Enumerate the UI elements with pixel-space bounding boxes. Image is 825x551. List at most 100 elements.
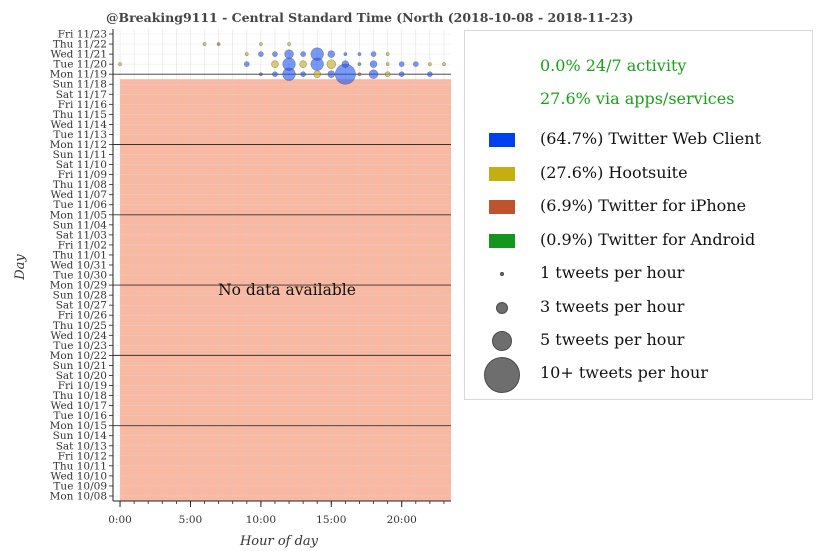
data-point (299, 60, 307, 68)
y-tick-label: Mon 10/08 (50, 490, 107, 502)
y-tick-label: Mon 10/29 (50, 280, 107, 292)
data-point (326, 59, 336, 69)
y-tick-label: Tue 10/16 (53, 410, 107, 422)
y-tick-label: Mon 11/19 (50, 69, 107, 81)
data-point (272, 71, 278, 77)
data-point (357, 62, 362, 66)
x-tick-label: 15:00 (316, 514, 346, 526)
size-dot-3 (496, 302, 508, 314)
data-point (385, 52, 390, 56)
no-data-label: No data available (218, 281, 356, 299)
y-tick-label: Fri 10/26 (58, 310, 108, 322)
data-point (310, 47, 324, 61)
chart-title: @Breaking9111 - Central Standard Time (N… (106, 10, 633, 25)
data-point (272, 51, 278, 57)
legend-size-10: 10+ tweets per hour (540, 363, 708, 382)
y-tick-label: Wed 10/10 (51, 470, 107, 482)
legend-label-twitter-for-android: (0.9%) Twitter for Android (540, 230, 756, 249)
y-tick-label: Thu 11/15 (53, 109, 107, 121)
y-tick-label: Mon 10/15 (50, 420, 107, 432)
data-point (368, 69, 379, 79)
data-point (428, 62, 432, 66)
data-point (202, 42, 207, 46)
y-tick-label: Thu 11/22 (53, 39, 107, 51)
legend-swatch-hootsuite (489, 167, 515, 181)
data-point (398, 71, 405, 77)
size-dot-5 (492, 331, 512, 351)
data-point (300, 71, 306, 77)
data-point (369, 60, 378, 68)
y-tick-label: Thu 10/18 (53, 390, 107, 402)
no-data-region (120, 79, 452, 501)
y-tick-label: Sun 11/11 (53, 149, 107, 161)
y-tick-label: Sun 10/21 (53, 360, 107, 372)
data-point (244, 52, 249, 56)
x-tick-label: 20:00 (387, 514, 417, 526)
legend-size-1: 1 tweets per hour (540, 263, 685, 282)
data-point (258, 51, 264, 57)
y-tick-label: Fri 11/23 (58, 29, 107, 41)
data-point (398, 61, 405, 67)
data-point (216, 42, 221, 46)
y-tick-label: Wed 11/21 (51, 49, 107, 61)
size-dot-10 (484, 357, 520, 393)
y-tick-label: Tue 11/20 (53, 59, 107, 71)
data-point (341, 60, 350, 68)
y-tick-label: Sun 10/14 (53, 430, 108, 442)
size-dot-1 (500, 272, 504, 276)
data-point (284, 49, 294, 59)
y-tick-label: Fri 11/09 (58, 169, 107, 181)
legend-size-3: 3 tweets per hour (540, 297, 685, 316)
y-tick-label: Wed 11/07 (51, 189, 107, 201)
legend-swatch-twitter-for-android (489, 234, 515, 248)
x-tick-label: 0:00 (108, 514, 132, 526)
y-tick-label: Sat 10/13 (56, 440, 107, 452)
data-point (259, 72, 263, 77)
y-tick-label: Sat 10/20 (56, 370, 107, 382)
data-point (118, 62, 122, 66)
data-point (300, 51, 306, 57)
y-tick-label: Mon 11/12 (50, 139, 107, 151)
legend-label-twitter-web-client: (64.7%) Twitter Web Client (540, 129, 761, 148)
y-tick-label: Sun 11/18 (53, 79, 107, 91)
apps-summary: 27.6% via apps/services (540, 89, 735, 108)
y-tick-label: Sat 10/27 (56, 300, 107, 312)
y-axis-title: Day (13, 254, 28, 281)
legend: 0.0% 24/7 activity 27.6% via apps/servic… (464, 30, 813, 400)
y-tick-label: Thu 10/25 (53, 320, 107, 332)
data-point (357, 52, 362, 56)
data-point (287, 42, 291, 46)
data-point (357, 72, 362, 77)
y-tick-label: Tue 11/13 (53, 129, 107, 141)
y-tick-label: Sat 11/03 (56, 229, 107, 241)
data-point (259, 42, 263, 46)
y-tick-label: Wed 10/17 (51, 400, 107, 412)
y-tick-label: Sat 11/17 (56, 89, 107, 101)
y-tick-label: Wed 11/14 (51, 119, 108, 131)
data-point (412, 61, 419, 67)
y-tick-label: Fri 11/02 (58, 239, 107, 251)
legend-label-twitter-for-iphone: (6.9%) Twitter for iPhone (540, 196, 747, 215)
y-tick-label: Thu 10/11 (53, 460, 107, 472)
data-point (327, 70, 336, 78)
y-tick-label: Tue 11/06 (53, 199, 107, 211)
data-point (427, 71, 433, 77)
y-tick-label: Wed 10/31 (51, 260, 107, 272)
y-tick-label: Tue 10/09 (53, 480, 107, 492)
y-tick-label: Mon 11/05 (50, 209, 107, 221)
y-tick-label: Sat 11/10 (56, 159, 107, 171)
y-tick-label: Tue 10/23 (53, 340, 107, 352)
y-tick-label: Sun 11/04 (53, 219, 108, 231)
x-tick-label: 5:00 (179, 514, 203, 526)
y-tick-label: Thu 11/08 (53, 179, 107, 191)
legend-swatch-twitter-for-iphone (489, 200, 515, 214)
data-point (282, 57, 296, 71)
legend-swatch-twitter-web-client (489, 133, 515, 147)
x-tick-label: 10:00 (246, 514, 276, 526)
y-tick-label: Sun 10/28 (53, 290, 107, 302)
y-tick-label: Mon 10/22 (50, 350, 107, 362)
data-point (370, 51, 377, 57)
y-tick-label: Fri 10/19 (58, 380, 107, 392)
